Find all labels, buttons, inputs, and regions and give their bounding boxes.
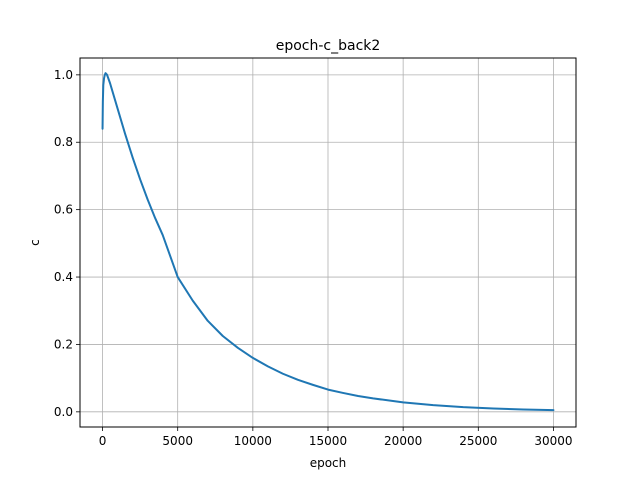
x-tick-label: 10000 bbox=[234, 434, 272, 448]
y-axis-ticks: 0.0 0.2 0.4 0.6 0.8 1.0 bbox=[54, 68, 80, 419]
y-tick-label: 0.6 bbox=[54, 203, 73, 217]
y-tick-label: 0.4 bbox=[54, 270, 73, 284]
x-tick-label: 15000 bbox=[309, 434, 347, 448]
x-tick-label: 0 bbox=[99, 434, 107, 448]
grid bbox=[80, 58, 576, 427]
x-axis-label: epoch bbox=[310, 456, 347, 470]
y-axis-label: c bbox=[28, 239, 42, 246]
x-tick-label: 30000 bbox=[534, 434, 572, 448]
x-tick-label: 25000 bbox=[459, 434, 497, 448]
y-tick-label: 1.0 bbox=[54, 68, 73, 82]
y-tick-label: 0.8 bbox=[54, 135, 73, 149]
series-line bbox=[101, 72, 555, 412]
x-tick-label: 20000 bbox=[384, 434, 422, 448]
y-tick-label: 0.2 bbox=[54, 337, 73, 351]
chart-title: epoch-c_back2 bbox=[276, 38, 381, 54]
x-axis-ticks: 0 5000 10000 15000 20000 25000 30000 bbox=[99, 427, 573, 448]
plot-area bbox=[101, 72, 555, 412]
y-tick-label: 0.0 bbox=[54, 405, 73, 419]
x-tick-label: 5000 bbox=[162, 434, 193, 448]
